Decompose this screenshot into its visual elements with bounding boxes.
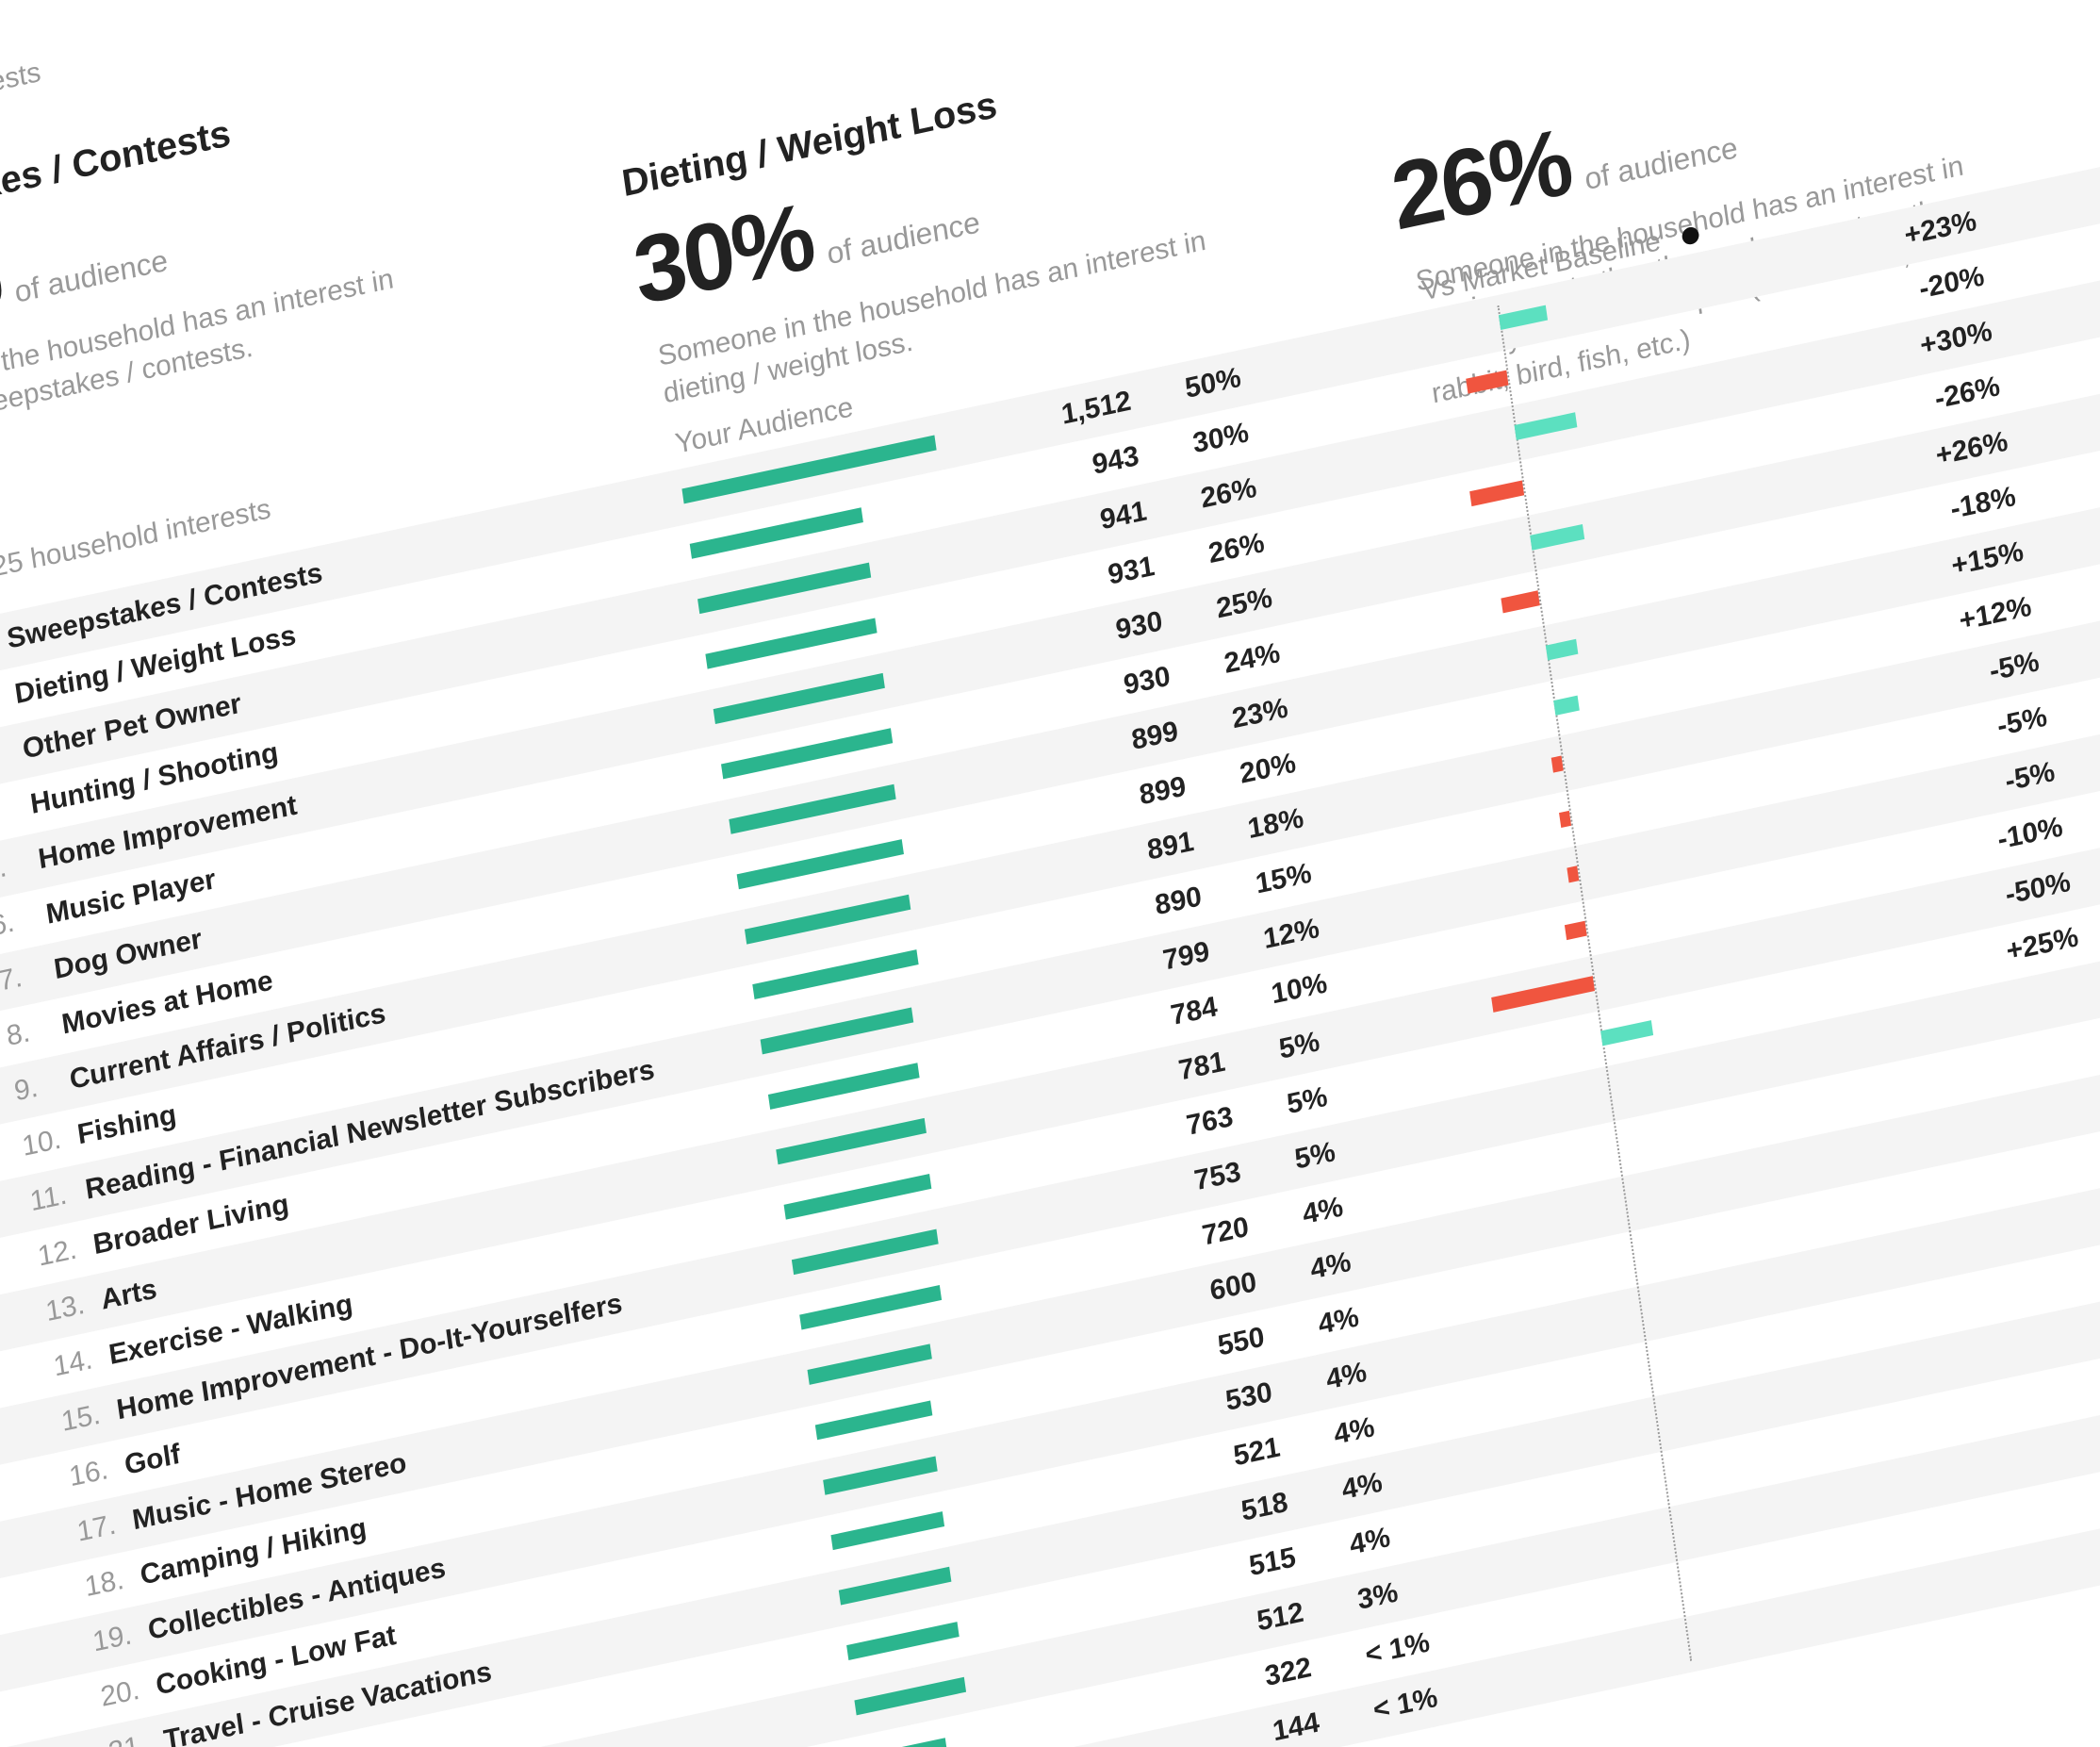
audience-bar: [861, 1738, 947, 1747]
row-rank: 12.: [36, 1233, 79, 1273]
audience-share: < 1%: [1363, 1626, 1432, 1672]
row-rank: 17.: [74, 1508, 119, 1548]
baseline-bar: [1501, 590, 1540, 614]
card-label: Household interests: [0, 56, 43, 140]
row-rank: 4.: [0, 794, 1, 836]
audience-share: 26%: [1206, 526, 1267, 570]
row-rank: 8.: [4, 1016, 32, 1053]
row-rank: 19.: [90, 1619, 134, 1658]
audience-share: 10%: [1269, 967, 1330, 1011]
baseline-bar: [1550, 755, 1564, 773]
baseline-bar: [1567, 865, 1580, 883]
row-rank: 10.: [20, 1123, 63, 1162]
row-rank: 20.: [98, 1673, 142, 1713]
audience-bar: [846, 1622, 960, 1660]
audience-share: 15%: [1254, 857, 1314, 900]
info-icon[interactable]: [1681, 225, 1701, 246]
audience-share: 5%: [1285, 1080, 1330, 1121]
row-rank: 16.: [67, 1454, 110, 1493]
audience-share: 4%: [1300, 1191, 1346, 1231]
baseline-bar: [1559, 810, 1572, 829]
row-rank: 11.: [27, 1178, 70, 1218]
baseline-bar: [1553, 695, 1581, 716]
audience-bar: [830, 1511, 944, 1551]
audience-bar: [767, 1063, 920, 1110]
audience-share: 24%: [1222, 636, 1283, 680]
share-note: of audience: [12, 242, 171, 309]
audience-share: 4%: [1316, 1301, 1361, 1341]
share-note: of audience: [1582, 130, 1740, 197]
audience-share: 30%: [1190, 417, 1251, 460]
baseline-bar: [1564, 920, 1587, 941]
row-rank: 15.: [59, 1398, 103, 1438]
audience-share: 20%: [1238, 747, 1298, 790]
audience-bar: [783, 1173, 932, 1220]
baseline-bar: [1468, 480, 1525, 507]
row-rank: 14.: [51, 1343, 95, 1383]
audience-share: 4%: [1347, 1521, 1392, 1561]
audience-bar: [814, 1400, 933, 1441]
row-rank: 18.: [83, 1563, 126, 1604]
share-note: of audience: [825, 205, 982, 272]
share-value: 26%: [1385, 108, 1577, 251]
audience-bar: [799, 1285, 942, 1330]
row-rank: 13.: [43, 1288, 87, 1328]
baseline-bar: [1600, 1020, 1654, 1047]
row-name: Golf: [123, 1438, 183, 1481]
audience-share: 4%: [1332, 1410, 1377, 1451]
row-rank: 6.: [0, 906, 17, 943]
share-value: 30%: [627, 183, 819, 325]
